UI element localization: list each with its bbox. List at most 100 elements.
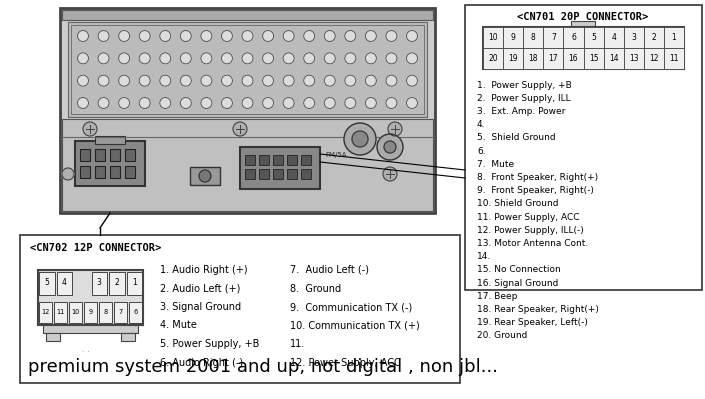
Circle shape (383, 167, 397, 181)
Text: 12. Power Supply, ILL(-): 12. Power Supply, ILL(-) (477, 226, 584, 235)
Text: 15: 15 (589, 54, 599, 63)
Bar (125, 166, 135, 178)
Circle shape (221, 30, 233, 41)
Text: 11: 11 (56, 309, 65, 315)
Bar (571, 21, 595, 29)
Text: 9.  Communication TX (-): 9. Communication TX (-) (290, 302, 412, 312)
Bar (190, 167, 220, 185)
Circle shape (345, 53, 356, 64)
Bar (624, 48, 644, 69)
Circle shape (344, 123, 376, 155)
Bar (624, 27, 644, 48)
Text: 1: 1 (132, 278, 137, 287)
Bar (109, 272, 125, 295)
Text: 10. Shield Ground: 10. Shield Ground (477, 199, 558, 208)
Circle shape (377, 134, 403, 160)
Bar (483, 48, 503, 69)
Text: 4. Mute: 4. Mute (160, 320, 197, 330)
Bar (95, 136, 125, 144)
Bar (62, 10, 433, 20)
Text: 13: 13 (629, 54, 639, 63)
Circle shape (352, 131, 368, 147)
Circle shape (78, 75, 89, 86)
Bar (54, 302, 67, 323)
Circle shape (118, 97, 130, 109)
Bar (273, 169, 283, 179)
Circle shape (118, 75, 130, 86)
Circle shape (407, 30, 417, 41)
Bar (80, 149, 90, 161)
Bar (20, 235, 460, 383)
Circle shape (262, 30, 274, 41)
Circle shape (283, 75, 294, 86)
Text: 4: 4 (62, 278, 67, 287)
Bar (301, 169, 311, 179)
Bar (465, 5, 702, 290)
Bar (287, 169, 297, 179)
Circle shape (345, 97, 356, 109)
Text: <CN701 20P CONNECTOR>: <CN701 20P CONNECTOR> (517, 12, 649, 22)
Circle shape (262, 97, 274, 109)
Text: 15. No Connection: 15. No Connection (477, 265, 560, 274)
Bar (80, 166, 90, 178)
Text: 20. Ground: 20. Ground (477, 331, 527, 340)
Bar (95, 166, 105, 178)
Circle shape (78, 53, 89, 64)
Circle shape (283, 97, 294, 109)
Bar (245, 155, 255, 165)
Text: 2. Audio Left (+): 2. Audio Left (+) (160, 284, 240, 294)
Circle shape (283, 53, 294, 64)
Circle shape (283, 30, 294, 41)
Circle shape (201, 53, 212, 64)
Text: 19: 19 (508, 54, 518, 63)
Text: 14: 14 (609, 54, 618, 63)
Text: 8: 8 (531, 33, 536, 42)
Bar (523, 48, 544, 69)
Circle shape (139, 53, 150, 64)
Text: 7.  Audio Left (-): 7. Audio Left (-) (290, 265, 369, 275)
Circle shape (83, 122, 97, 136)
Bar (259, 155, 269, 165)
Bar (503, 48, 523, 69)
Text: 11: 11 (669, 54, 679, 63)
Circle shape (160, 30, 171, 41)
Circle shape (324, 30, 336, 41)
Bar (110, 166, 120, 178)
Bar (39, 272, 54, 295)
Text: 10: 10 (71, 309, 80, 315)
Circle shape (139, 75, 150, 86)
Circle shape (160, 75, 171, 86)
Bar (483, 27, 503, 48)
Text: 6: 6 (571, 33, 576, 42)
Bar (38, 270, 143, 325)
Text: 8.  Front Speaker, Right(+): 8. Front Speaker, Right(+) (477, 173, 598, 182)
Circle shape (221, 53, 233, 64)
Bar (273, 155, 283, 165)
Text: 7.  Mute: 7. Mute (477, 160, 514, 169)
Bar (644, 27, 664, 48)
Circle shape (324, 97, 336, 109)
Bar (584, 48, 603, 69)
Circle shape (221, 75, 233, 86)
Bar (99, 302, 112, 323)
Text: 10: 10 (489, 33, 498, 42)
Circle shape (180, 30, 191, 41)
Text: 6: 6 (133, 309, 137, 315)
Text: 13. Motor Antenna Cont.: 13. Motor Antenna Cont. (477, 239, 588, 248)
Text: 12: 12 (42, 309, 49, 315)
Circle shape (118, 53, 130, 64)
Text: 7: 7 (551, 33, 556, 42)
Circle shape (304, 53, 314, 64)
Circle shape (118, 30, 130, 41)
Bar (129, 302, 142, 323)
Bar (664, 48, 684, 69)
Circle shape (304, 30, 314, 41)
Bar (240, 147, 320, 189)
Text: 7: 7 (118, 309, 123, 315)
Bar (92, 272, 107, 295)
Circle shape (407, 97, 417, 109)
Circle shape (242, 97, 253, 109)
Text: 5: 5 (44, 278, 49, 287)
Circle shape (262, 53, 274, 64)
Circle shape (98, 75, 109, 86)
